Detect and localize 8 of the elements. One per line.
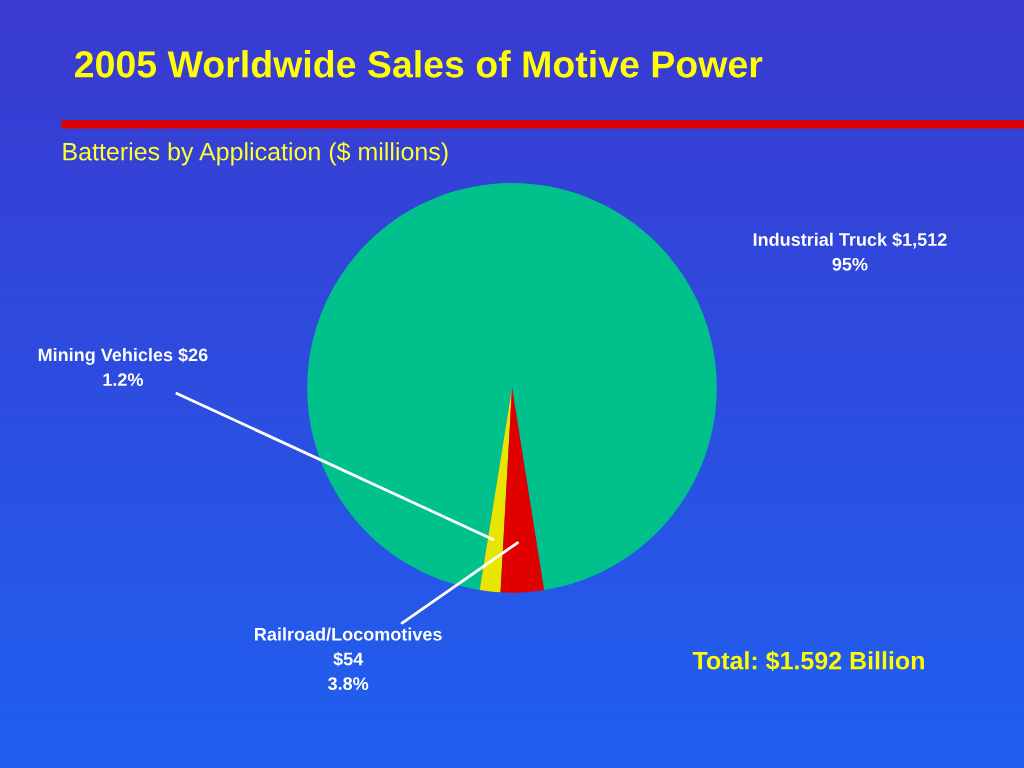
data-label: $54 3.8% (328, 651, 369, 691)
pie-slice (307, 183, 717, 591)
slice-label: Railroad/Locomotives (255, 627, 442, 641)
slice-label: Industrial Truck $1,512 95% (753, 232, 947, 271)
slice-label: Mining Vehicles $26 1.2% (38, 347, 208, 386)
text: Total: $1.592 Billion (692, 650, 924, 672)
chart-title: 2005 Worldwide Sales of Motive Power (75, 50, 763, 78)
chart-subtitle: Batteries by Application ($ millions) (63, 141, 448, 166)
